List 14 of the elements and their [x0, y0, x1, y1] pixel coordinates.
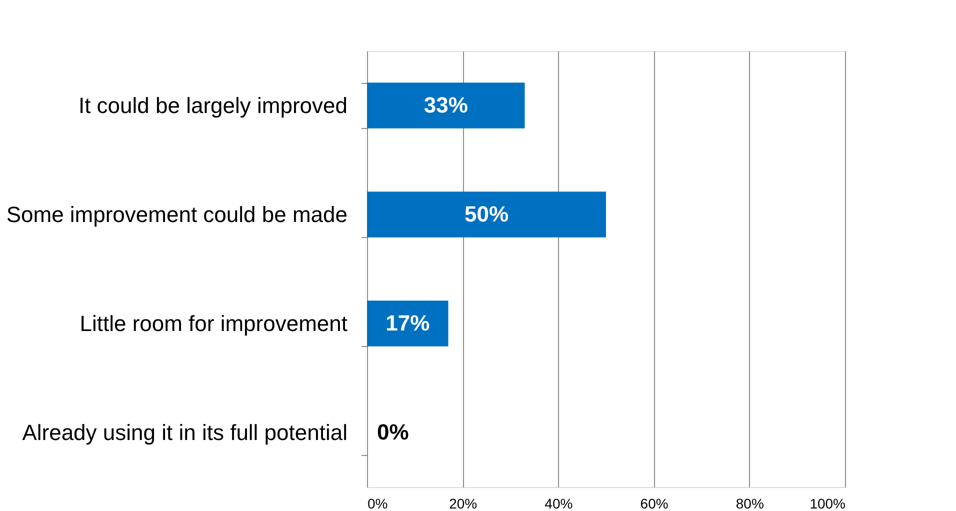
- y-tick-label: It could be largely improved: [78, 93, 348, 118]
- y-tick-label: Little room for improvement: [80, 311, 348, 336]
- x-tick-label: 60%: [640, 496, 668, 511]
- data-label: 0%: [377, 420, 409, 444]
- y-tick-label: Some improvement could be made: [6, 202, 348, 227]
- x-tick-label: 0%: [368, 496, 388, 511]
- y-tick-label: Already using it in its full potential: [22, 420, 348, 445]
- data-label: 50%: [464, 202, 509, 226]
- x-tick-label: 80%: [736, 496, 764, 511]
- x-tick-label: 40%: [544, 496, 573, 511]
- data-label: 33%: [424, 92, 468, 118]
- data-label: 17%: [386, 310, 430, 336]
- x-tick-label: 20%: [449, 496, 478, 511]
- x-tick-label: 100%: [810, 496, 846, 511]
